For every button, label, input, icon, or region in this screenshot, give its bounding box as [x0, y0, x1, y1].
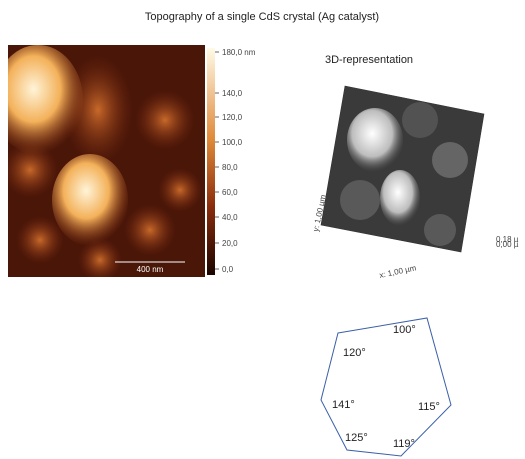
colorbar-label: 180,0 nm — [222, 48, 256, 57]
colorbar-labels: 180,0 nm 140,0 120,0 100,0 80,0 60,0 40,0 20,0 0… — [215, 48, 256, 274]
angle-label: 115° — [418, 401, 440, 413]
hexagon — [321, 318, 451, 456]
afm-image — [0, 45, 205, 282]
z-bottom-label: 0,00 µ — [496, 240, 519, 249]
colorbar-label: 40,0 — [222, 213, 238, 222]
title: Topography of a single CdS crystal (Ag c… — [145, 11, 379, 23]
angle-labels: 100° 120° 141° 115° 125° 119° — [332, 324, 440, 450]
view-3d-title: 3D-representation — [325, 54, 413, 66]
scale-bar-label: 400 nm — [137, 265, 164, 274]
colorbar-label: 140,0 — [222, 89, 243, 98]
figure: Topography of a single CdS crystal (Ag c… — [0, 0, 525, 459]
colorbar-label: 20,0 — [222, 239, 238, 248]
angle-label: 141° — [332, 399, 355, 411]
angle-label: 119° — [393, 438, 415, 450]
colorbar-label: 80,0 — [222, 163, 238, 172]
colorbar-label: 60,0 — [222, 188, 238, 197]
angle-label: 100° — [393, 324, 416, 336]
colorbar-label: 0,0 — [222, 265, 234, 274]
colorbar-label: 100,0 — [222, 138, 243, 147]
colorbar-label: 120,0 — [222, 113, 243, 122]
angle-label: 125° — [345, 432, 368, 444]
x-axis-label: x: 1,00 µm — [379, 263, 418, 280]
colorbar — [207, 48, 215, 275]
angle-label: 120° — [343, 347, 366, 359]
